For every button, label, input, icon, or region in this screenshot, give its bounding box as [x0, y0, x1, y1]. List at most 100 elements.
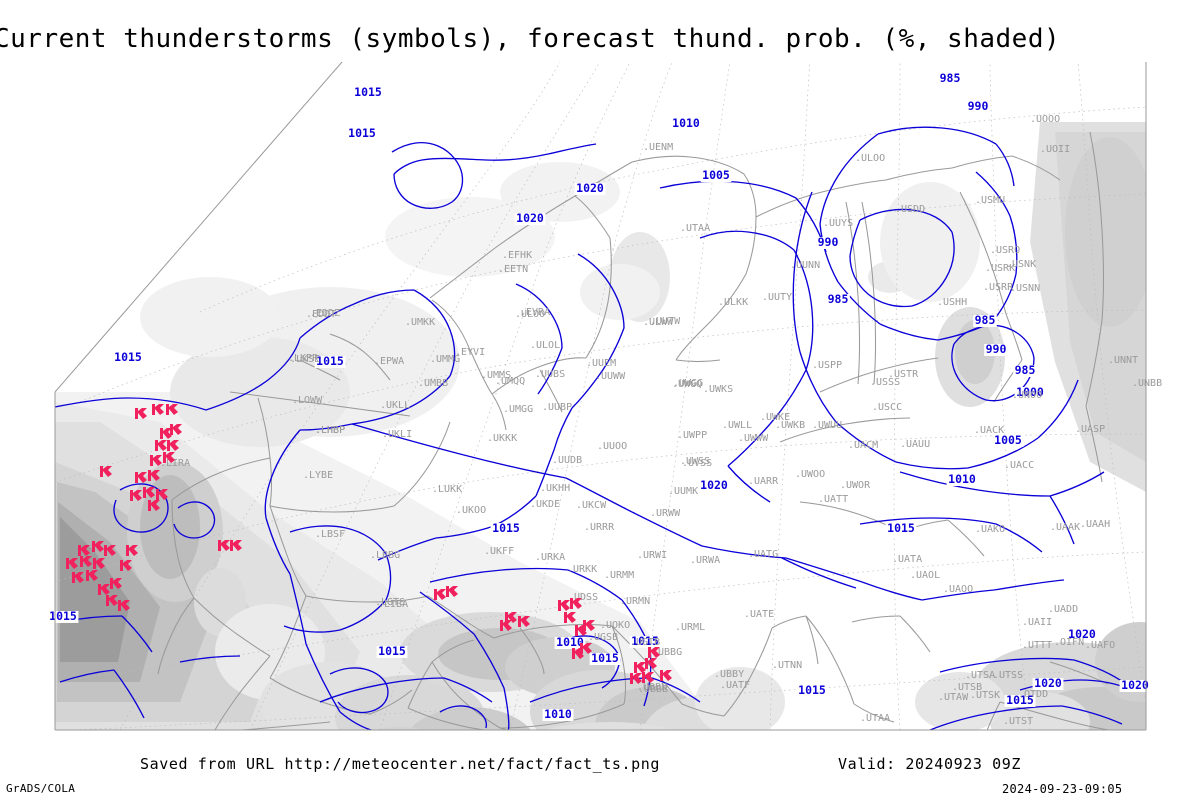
station-label: .UKKK: [487, 433, 517, 444]
station-label: .USCC: [872, 402, 902, 413]
station-label: .UAUU: [900, 439, 930, 450]
isobar-label: 985: [975, 313, 996, 327]
station-label: .LBSF: [315, 529, 345, 540]
station-label: .UACC: [1004, 460, 1034, 471]
station-label: .URKK: [567, 564, 597, 575]
station-label: .UKCW: [576, 500, 607, 511]
station-label: .EETN: [498, 264, 528, 275]
station-label: .UBBY: [714, 669, 744, 680]
station-label: .UWGQ: [672, 379, 702, 390]
isobar-label: 1020: [700, 478, 728, 492]
station-label: .LIRA: [160, 458, 190, 469]
isobar-label: 1010: [544, 707, 572, 721]
isobar-label-halo: [938, 73, 962, 85]
station-label: .URKA: [535, 552, 565, 563]
isobar-label: 1015: [798, 683, 826, 697]
station-label: .UUWW: [595, 371, 626, 382]
station-label: .ULOO: [855, 153, 885, 164]
station-label: .UUNN: [790, 260, 820, 271]
station-label: .UADD: [1048, 604, 1078, 615]
station-label: .UGTB: [630, 637, 660, 648]
station-label: .UAAH: [1080, 519, 1110, 530]
station-label: .UVSS: [682, 458, 712, 469]
isobar-label: 1015: [49, 609, 77, 623]
station-label: .UMGG: [503, 404, 533, 415]
station-label: .UASP: [1075, 424, 1105, 435]
station-label: .UAAK: [1050, 522, 1080, 533]
station-label: .UNNT: [1108, 355, 1138, 366]
page-title: Current thunderstorms (symbols), forecas…: [0, 24, 1061, 54]
station-label: .URMM: [604, 570, 634, 581]
isobar-label-halo: [973, 315, 997, 327]
station-label: .USMU: [975, 195, 1005, 206]
isobar-label-halo: [698, 480, 730, 492]
station-label: .UAFO: [1085, 640, 1115, 651]
station-label: .UUOO: [597, 441, 627, 452]
isobar-label: 1020: [576, 181, 604, 195]
isobar-label-halo: [376, 646, 408, 658]
isobar-label: 990: [818, 235, 839, 249]
station-label: .ULWW: [643, 317, 674, 328]
station-label: .UKFF: [484, 546, 514, 557]
station-label: .UWOO: [795, 469, 825, 480]
isobar-label-halo: [1014, 387, 1046, 399]
isobar-label-halo: [542, 709, 574, 721]
station-label: .UWWW: [738, 433, 769, 444]
isobar-label-halo: [826, 294, 850, 306]
station-label: .LHBP: [315, 425, 345, 436]
isobar-label: 1020: [1068, 627, 1096, 641]
station-label: .UMQQ: [495, 376, 525, 387]
station-label: .USRR: [983, 282, 1014, 293]
isobar-label-halo: [352, 87, 384, 99]
station-label: .ULOO: [515, 309, 545, 320]
station-label: .UATT: [818, 494, 848, 505]
isobar-label-halo: [966, 101, 990, 113]
isobar-label: 1015: [316, 354, 344, 368]
station-label: .UWGG: [673, 378, 703, 389]
station-label: .UOKO: [600, 620, 630, 631]
station-label: .UUMK: [668, 486, 698, 497]
station-label: .UMKK: [405, 317, 435, 328]
station-label: .UWKB: [775, 420, 805, 431]
station-label: .UTAA: [680, 223, 710, 234]
isobar-label-halo: [816, 237, 840, 249]
isobar-label: 1010: [672, 116, 700, 130]
station-label: .UUTY: [762, 292, 792, 303]
station-label: .USNK: [1006, 259, 1036, 270]
coastlines-and-borders: [157, 131, 1123, 730]
station-label: .UMMS: [481, 370, 511, 381]
isobar-label-halo: [796, 685, 828, 697]
station-label: .EFHK: [502, 250, 532, 261]
station-label: .UMMG: [430, 354, 460, 365]
station-label: .LKSE: [290, 354, 320, 365]
isobar-label: 1010: [556, 635, 584, 649]
station-label: .UMBB: [418, 378, 448, 389]
isobar-label: 1015: [492, 521, 520, 535]
station-label: .UWSS: [680, 456, 710, 467]
isobar-label-halo: [629, 636, 661, 648]
isobar-label-halo: [1004, 695, 1036, 707]
isobar-label: 1015: [354, 85, 382, 99]
station-label: .USSS: [870, 377, 900, 388]
station-label: .UKLI: [382, 429, 412, 440]
station-label: .UATF: [720, 680, 750, 691]
isobar-label-halo: [554, 637, 586, 649]
isobars: [55, 126, 1133, 730]
station-label: .LKPR: [288, 353, 319, 364]
station-label: .LGTS: [375, 597, 405, 608]
isobar-label: 1010: [948, 472, 976, 486]
station-label: .LUKK: [432, 484, 462, 495]
station-label: .UWKE: [760, 412, 790, 423]
isobar-label: 1005: [994, 433, 1022, 447]
station-label: .UATE: [744, 609, 774, 620]
weather-map[interactable]: 1015 1015 1010 1020 1020 1005 985 990 990 985 985 9…: [0, 62, 1200, 732]
station-label: .URMN: [620, 596, 650, 607]
station-label: .UUBS: [535, 369, 565, 380]
station-label: .USNN: [1010, 283, 1040, 294]
station-label: .UAOO: [943, 584, 973, 595]
station-label: .LBBG: [370, 550, 400, 561]
station-label: .USHH: [937, 297, 967, 308]
isobar-label: 990: [968, 99, 989, 113]
isobar-label-halo: [885, 523, 917, 535]
isobar-label-halo: [314, 356, 346, 368]
